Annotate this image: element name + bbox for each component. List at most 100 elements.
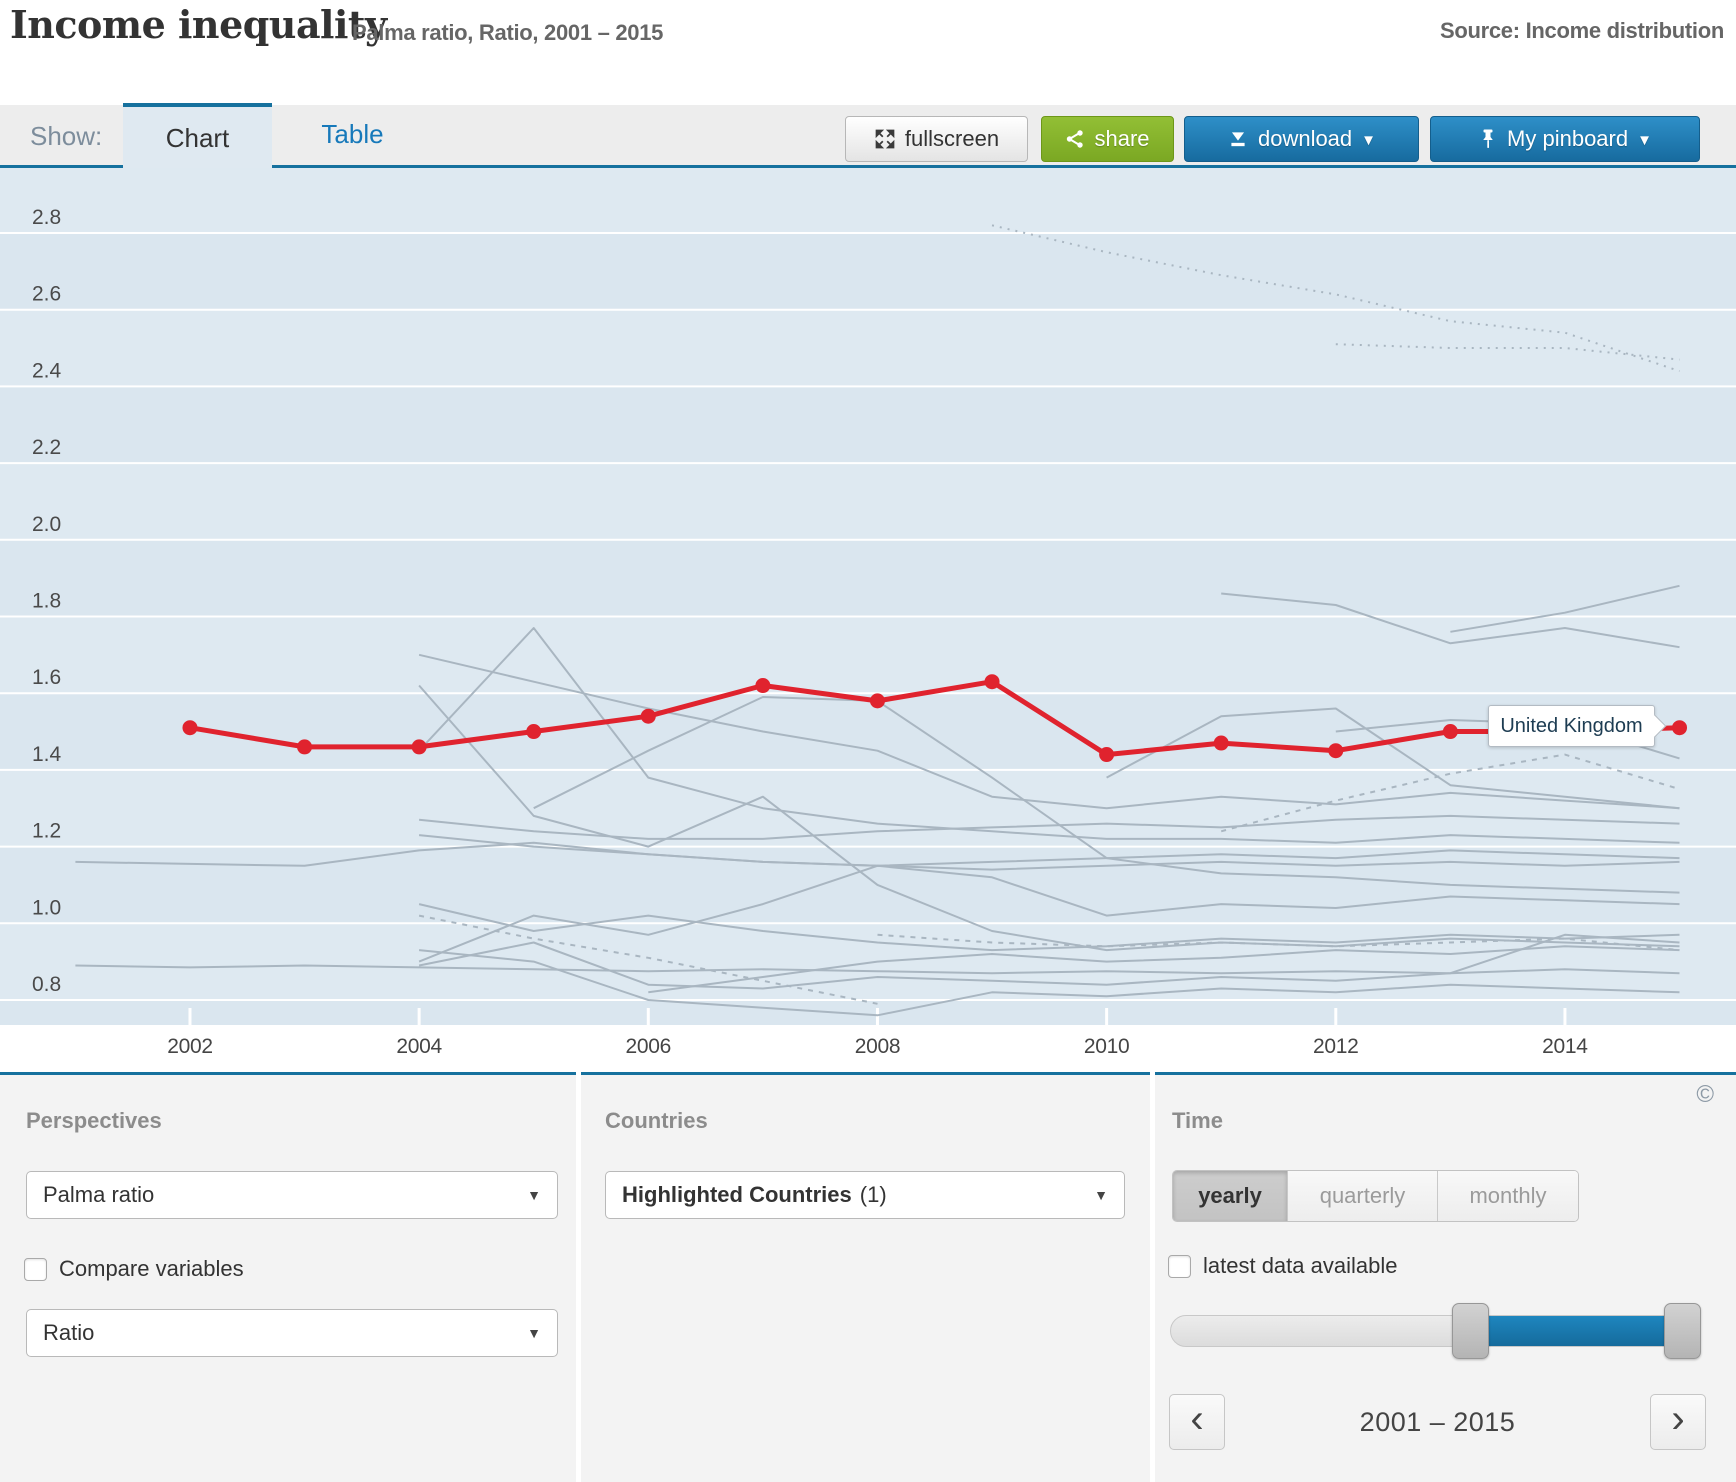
country-line[interactable] bbox=[877, 933, 1680, 952]
y-axis-label: 2.6 bbox=[32, 283, 61, 306]
highlighted-line[interactable] bbox=[187, 679, 1682, 758]
country-line[interactable] bbox=[419, 949, 1680, 1017]
highlighted-point[interactable] bbox=[411, 739, 427, 755]
highlighted-point[interactable] bbox=[526, 724, 542, 740]
country-line[interactable] bbox=[648, 945, 1680, 994]
controls-panel: © Perspectives Palma ratio ▼ Compare var… bbox=[0, 1072, 1736, 1482]
time-range-label: 2001 – 2015 bbox=[1359, 1407, 1516, 1437]
country-line[interactable] bbox=[418, 684, 1680, 952]
slider-handle-left[interactable] bbox=[1452, 1303, 1489, 1359]
country-line[interactable] bbox=[1335, 343, 1680, 361]
compare-variables-row: Compare variables bbox=[24, 1256, 244, 1282]
highlighted-point[interactable] bbox=[182, 720, 198, 736]
highlighted-point[interactable] bbox=[1213, 735, 1229, 751]
highlighted-point[interactable] bbox=[1442, 724, 1458, 740]
chart-area[interactable]: 0.8 1.0 1.2 1.4 1.6 1.8 2.0 2.2 2.4 2.6 2.8 United… bbox=[0, 168, 1736, 1025]
unit-select[interactable]: Ratio ▼ bbox=[26, 1309, 558, 1357]
download-button[interactable]: download ▼ bbox=[1184, 116, 1419, 162]
y-axis-label: 1.4 bbox=[32, 743, 62, 766]
highlighted-point[interactable] bbox=[297, 739, 313, 755]
next-period-button[interactable]: › bbox=[1650, 1394, 1706, 1450]
y-axis-label: 2.2 bbox=[32, 436, 61, 459]
highlighted-point[interactable] bbox=[640, 708, 656, 724]
frequency-yearly-button[interactable]: yearly bbox=[1173, 1171, 1287, 1221]
prev-period-button[interactable]: ‹ bbox=[1169, 1394, 1225, 1450]
y-axis-label: 0.8 bbox=[32, 973, 61, 996]
x-tick bbox=[646, 1008, 650, 1025]
y-axis-label: 2.8 bbox=[32, 206, 61, 229]
latest-data-row: latest data available bbox=[1168, 1253, 1397, 1279]
share-label: share bbox=[1094, 126, 1150, 151]
highlight-tooltip: United Kingdom bbox=[1488, 705, 1667, 747]
tooltip-label: United Kingdom bbox=[1500, 714, 1643, 737]
latest-data-checkbox[interactable] bbox=[1168, 1254, 1191, 1278]
pinboard-label: My pinboard bbox=[1507, 126, 1629, 151]
country-line[interactable] bbox=[419, 814, 1680, 840]
chart-plot[interactable]: 0.8 1.0 1.2 1.4 1.6 1.8 2.0 2.2 2.4 2.6 2.8 bbox=[0, 168, 1736, 1025]
plot-band bbox=[0, 539, 1736, 617]
x-tick bbox=[875, 1008, 879, 1025]
highlighted-point[interactable] bbox=[869, 693, 885, 709]
plot-band bbox=[0, 233, 1736, 310]
share-button[interactable]: share bbox=[1041, 116, 1174, 162]
countries-heading: Countries bbox=[605, 1108, 708, 1133]
perspectives-heading: Perspectives bbox=[26, 1108, 162, 1133]
pin-icon bbox=[1478, 128, 1498, 150]
panel-divider bbox=[1150, 1072, 1155, 1482]
country-line[interactable] bbox=[419, 834, 1680, 867]
countries-select[interactable]: Highlighted Countries (1) ▼ bbox=[605, 1171, 1125, 1219]
country-line[interactable] bbox=[1220, 753, 1680, 833]
download-caret-icon: ▼ bbox=[1361, 131, 1377, 149]
country-line[interactable] bbox=[418, 653, 1680, 810]
x-axis-label: 2004 bbox=[396, 1035, 442, 1058]
country-line[interactable] bbox=[418, 903, 1680, 952]
frequency-monthly-button[interactable]: monthly bbox=[1437, 1171, 1578, 1221]
x-tick bbox=[1334, 1008, 1338, 1025]
country-line[interactable] bbox=[418, 914, 878, 1005]
unit-select-value: Ratio bbox=[43, 1320, 95, 1345]
tab-chart[interactable]: Chart bbox=[123, 103, 272, 168]
country-line[interactable] bbox=[1106, 707, 1680, 810]
country-line[interactable] bbox=[75, 964, 1680, 975]
tab-table[interactable]: Table bbox=[321, 119, 384, 149]
plot-band bbox=[0, 386, 1736, 464]
x-tick bbox=[417, 1008, 421, 1025]
highlighted-point[interactable] bbox=[984, 674, 1000, 690]
frequency-quarterly-button[interactable]: quarterly bbox=[1287, 1171, 1437, 1221]
show-label: Show: bbox=[30, 121, 103, 151]
fullscreen-button[interactable]: fullscreen bbox=[845, 116, 1028, 162]
x-tick bbox=[1563, 1008, 1567, 1025]
highlighted-point[interactable] bbox=[1328, 743, 1344, 759]
pinboard-caret-icon: ▼ bbox=[1637, 131, 1652, 149]
perspective-select[interactable]: Palma ratio ▼ bbox=[26, 1171, 558, 1219]
x-axis-label: 2012 bbox=[1313, 1035, 1359, 1058]
x-axis-label: 2014 bbox=[1542, 1035, 1588, 1058]
fullscreen-label: fullscreen bbox=[904, 126, 1000, 151]
source-label: Source: Income distribution bbox=[1439, 18, 1724, 43]
perspective-select-value: Palma ratio bbox=[43, 1182, 155, 1207]
y-axis-label: 1.2 bbox=[32, 820, 61, 843]
chevron-down-icon: ▼ bbox=[1094, 1187, 1108, 1203]
separator-line bbox=[0, 1072, 1736, 1075]
compare-variables-checkbox[interactable] bbox=[24, 1257, 47, 1281]
highlighted-point[interactable] bbox=[755, 678, 771, 694]
x-tick bbox=[188, 1008, 192, 1025]
country-line[interactable] bbox=[1221, 592, 1680, 649]
chevron-down-icon: ▼ bbox=[527, 1325, 541, 1341]
my-pinboard-button[interactable]: My pinboard ▼ bbox=[1430, 116, 1700, 162]
country-line[interactable] bbox=[418, 627, 1680, 844]
country-line[interactable] bbox=[418, 933, 1680, 990]
y-axis-label: 1.8 bbox=[32, 590, 61, 613]
country-line[interactable] bbox=[1450, 584, 1680, 633]
download-label: download bbox=[1257, 126, 1353, 151]
country-line[interactable] bbox=[418, 864, 1680, 963]
time-range-slider[interactable] bbox=[1170, 1303, 1701, 1359]
countries-select-count: (1) bbox=[859, 1182, 887, 1207]
slider-handle-right[interactable] bbox=[1664, 1303, 1701, 1359]
plot-band bbox=[0, 1000, 1736, 1025]
page-title: Income inequality bbox=[10, 2, 387, 47]
highlighted-point[interactable] bbox=[1672, 720, 1688, 736]
copyright-mark: © bbox=[1696, 1081, 1714, 1108]
highlighted-point[interactable] bbox=[1099, 747, 1115, 763]
header: Income inequality Palma ratio, Ratio, 20… bbox=[0, 0, 1736, 105]
